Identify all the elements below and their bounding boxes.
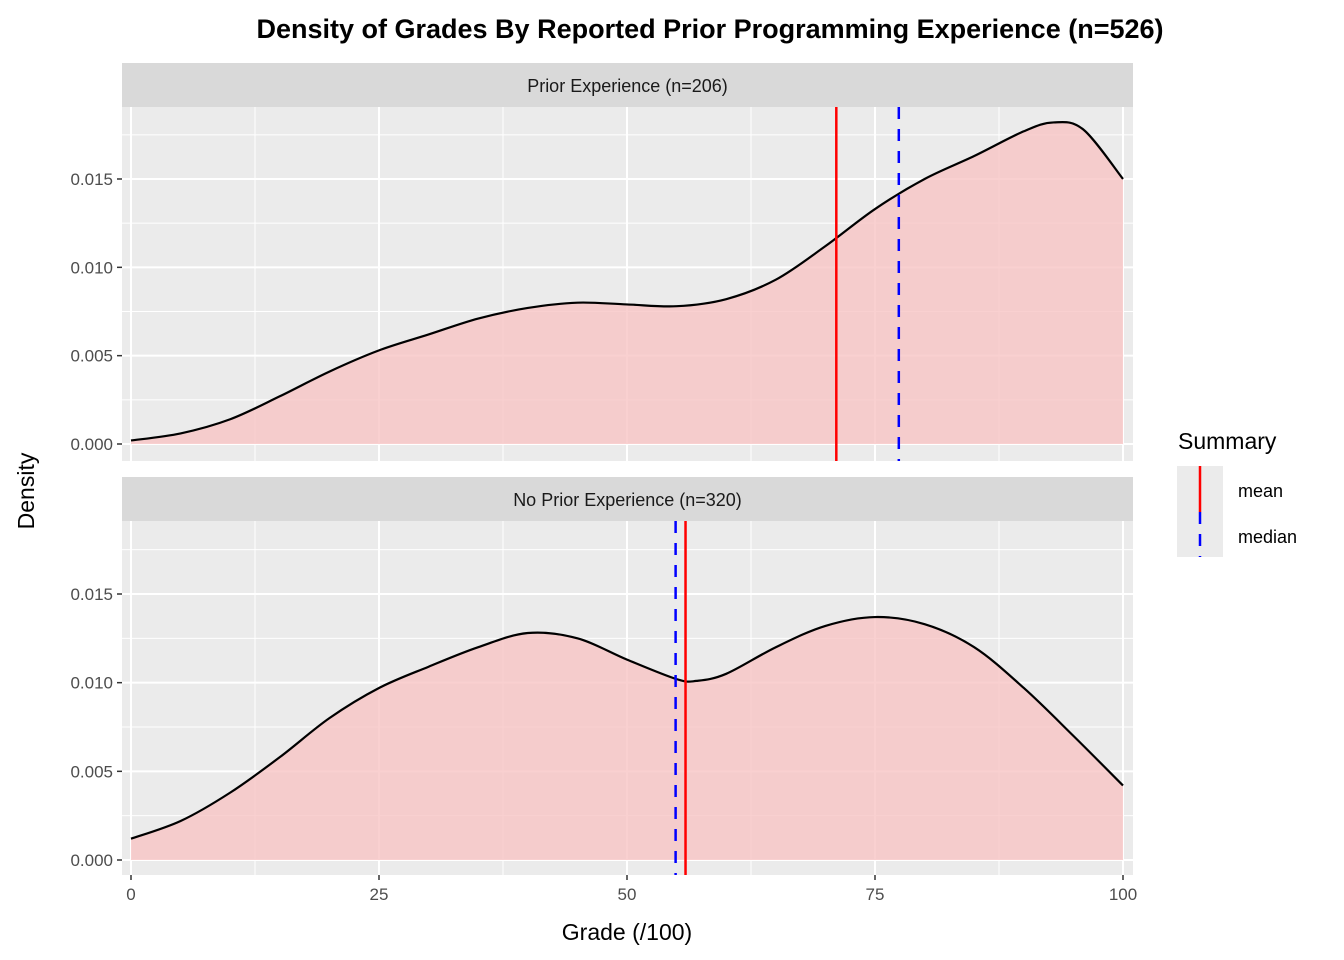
y-axis-label: Density — [13, 452, 39, 529]
chart-title: Density of Grades By Reported Prior Prog… — [256, 14, 1163, 44]
x-axis-label: Grade (/100) — [562, 919, 692, 945]
y-tick-label: 0.005 — [70, 762, 113, 781]
x-tick-label: 25 — [370, 885, 389, 904]
facet-panel-0: Prior Experience (n=206) 0.000 0.005 0.010 0… — [70, 63, 1133, 461]
legend: Summary mean median — [1177, 428, 1297, 557]
y-tick-label: 0.010 — [70, 674, 113, 693]
facet-strip — [122, 63, 1133, 107]
density-area — [131, 122, 1123, 445]
facet-strip-label: No Prior Experience (n=320) — [513, 490, 742, 510]
x-tick-label: 100 — [1109, 885, 1137, 904]
density-curve — [130, 615, 1124, 840]
y-tick-label: 0.015 — [70, 170, 113, 189]
y-tick-label: 0.005 — [70, 347, 113, 366]
legend-title: Summary — [1178, 428, 1277, 454]
y-tick-label: 0.015 — [70, 585, 113, 604]
x-tick-label: 0 — [126, 885, 135, 904]
legend-label-mean: mean — [1238, 481, 1283, 501]
facet-strip-label: Prior Experience (n=206) — [527, 76, 728, 96]
x-tick-label: 75 — [866, 885, 885, 904]
facet-strip — [122, 477, 1133, 521]
y-tick-label: 0.010 — [70, 258, 113, 277]
density-area — [131, 617, 1123, 860]
facet-panel-1: No Prior Experience (n=320) 0.000 0.005 0.0… — [70, 477, 1137, 904]
legend-label-median: median — [1238, 527, 1297, 547]
x-tick-label: 50 — [618, 885, 637, 904]
density-curve — [130, 120, 1124, 442]
y-tick-label: 0.000 — [70, 851, 113, 870]
y-tick-label: 0.000 — [70, 435, 113, 454]
